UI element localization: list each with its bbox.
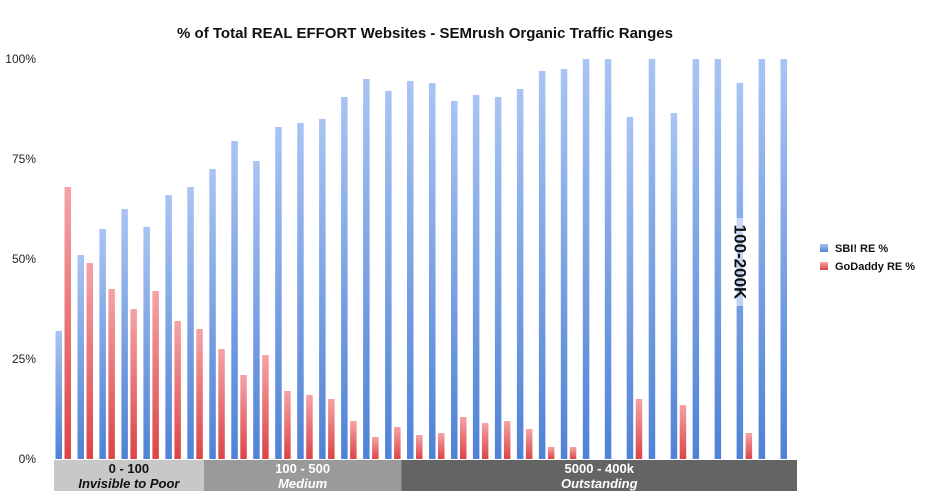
y-tick-label: 25% — [12, 352, 36, 366]
chart-title: % of Total REAL EFFORT Websites - SEMrus… — [177, 25, 673, 42]
range-sublabel: Invisible to Poor — [78, 476, 180, 491]
bar-godaddy — [130, 309, 137, 459]
bar-sbi — [494, 97, 502, 459]
bar-godaddy — [328, 399, 335, 459]
bar-godaddy — [569, 447, 577, 459]
bar-sbi — [692, 59, 700, 459]
bars — [55, 59, 787, 459]
bar-sbi — [275, 127, 282, 459]
range-band — [203, 460, 402, 491]
bar-sbi — [363, 79, 370, 459]
bar-godaddy — [481, 423, 489, 459]
bar-sbi — [516, 89, 524, 459]
bar-sbi — [626, 117, 634, 459]
bar-sbi — [758, 59, 766, 459]
y-tick-label: 0% — [19, 452, 37, 466]
bar-sbi — [209, 169, 216, 459]
bar-godaddy — [86, 263, 93, 459]
bar-godaddy — [174, 321, 181, 459]
bar-sbi — [670, 113, 678, 459]
bar-godaddy — [196, 329, 203, 459]
bar-sbi — [429, 83, 436, 459]
annotation-label: 100-200K — [730, 225, 749, 300]
bar-sbi — [187, 187, 194, 459]
legend-label: SBI! RE % — [835, 243, 888, 255]
bar-godaddy — [547, 447, 555, 459]
bar-sbi — [604, 59, 612, 459]
bar-sbi — [253, 161, 260, 459]
legend-swatch — [820, 244, 828, 252]
bar-godaddy — [262, 355, 269, 459]
bar-sbi — [451, 101, 458, 459]
annotation: 100-200K — [729, 218, 750, 306]
bar-sbi — [77, 255, 84, 459]
bar-sbi — [538, 71, 546, 459]
bar-godaddy — [416, 435, 423, 459]
y-tick-label: 75% — [12, 152, 36, 166]
y-tick-label: 100% — [5, 52, 36, 66]
bar-godaddy — [635, 399, 643, 459]
bar-sbi — [121, 209, 128, 459]
bar-godaddy — [394, 427, 401, 459]
bar-godaddy — [64, 187, 71, 459]
bar-sbi — [231, 141, 238, 459]
bar-sbi — [780, 59, 787, 459]
range-label: 0 - 100 — [109, 461, 149, 476]
annotation-background — [729, 218, 750, 306]
bar-sbi — [385, 91, 392, 459]
bar-godaddy — [108, 289, 115, 459]
bar-sbi — [297, 123, 304, 459]
bar-godaddy — [679, 405, 687, 459]
range-label: 100 - 500 — [275, 461, 330, 476]
bar-godaddy — [218, 349, 225, 459]
bar-sbi — [99, 229, 106, 459]
range-band — [401, 460, 797, 491]
bar-godaddy — [240, 375, 247, 459]
range-sublabel: Medium — [278, 476, 328, 491]
bar-godaddy — [152, 291, 159, 459]
bar-godaddy — [460, 417, 467, 459]
bar-godaddy — [503, 421, 511, 459]
bar-godaddy — [284, 391, 291, 459]
bar-sbi — [143, 227, 150, 459]
legend-label: GoDaddy RE % — [835, 261, 915, 273]
bar-sbi — [319, 119, 326, 459]
range-label: 5000 - 400k — [565, 461, 635, 476]
y-tick-label: 50% — [12, 252, 36, 266]
bar-sbi — [407, 81, 414, 459]
range-band — [54, 460, 204, 491]
bar-godaddy — [525, 429, 533, 459]
bar-sbi — [714, 59, 722, 459]
bar-sbi — [560, 69, 568, 459]
bar-godaddy — [438, 433, 445, 459]
bar-sbi — [55, 331, 62, 459]
bar-sbi — [472, 95, 480, 459]
bar-godaddy — [372, 437, 379, 459]
legend-swatch — [820, 262, 828, 270]
bar-sbi — [165, 195, 172, 459]
bar-sbi — [648, 59, 656, 459]
bar-sbi — [582, 59, 590, 459]
bar-godaddy — [350, 421, 357, 459]
bar-godaddy — [745, 433, 753, 459]
bar-godaddy — [306, 395, 313, 459]
range-sublabel: Outstanding — [561, 476, 638, 491]
y-axis: 0% 25% 50% 75% 100% — [5, 52, 36, 466]
legend: SBI! RE % GoDaddy RE % — [820, 243, 915, 273]
bar-sbi — [341, 97, 348, 459]
